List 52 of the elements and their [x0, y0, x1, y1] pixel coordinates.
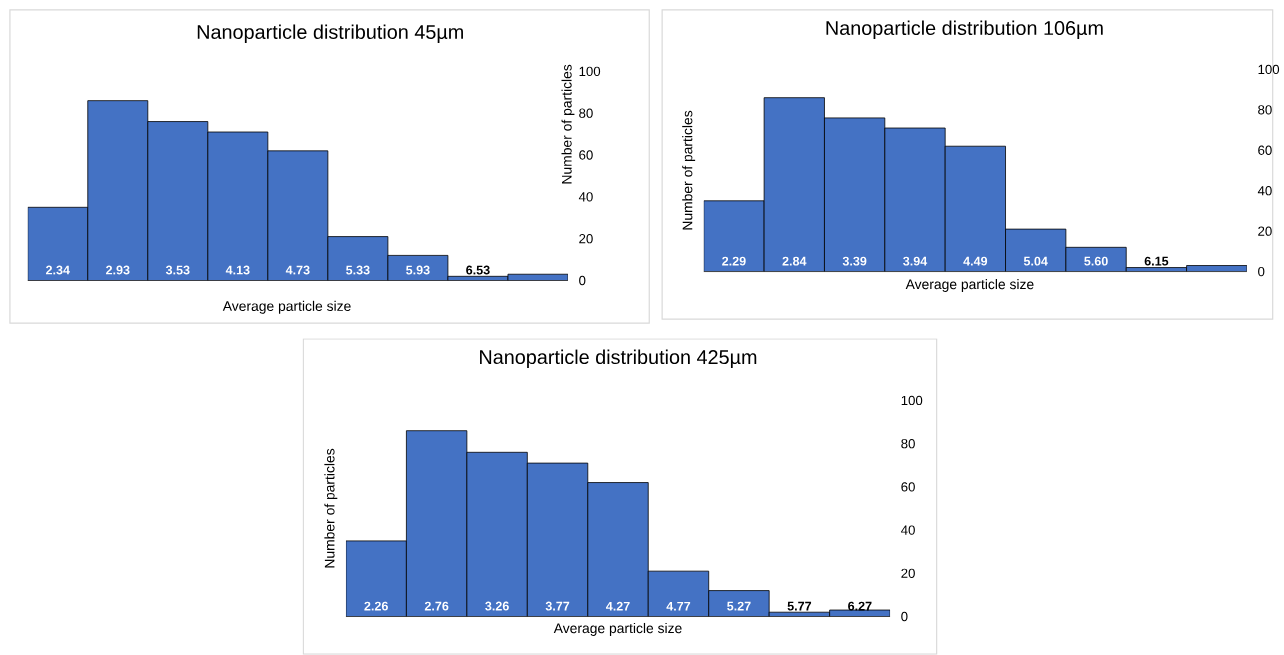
x-tick-label: 4.13: [225, 265, 250, 275]
x-tick-label: 2.26: [364, 601, 388, 611]
y-tick-label: 100: [579, 66, 601, 77]
y-tick-label: 20: [901, 568, 915, 579]
chart-title: Nanoparticle distribution 425µm: [480, 349, 757, 369]
y-tick-label: 100: [901, 395, 923, 406]
x-tick-label: 6.15: [1144, 256, 1169, 266]
x-tick-label: 4.77: [666, 602, 691, 611]
y-tick-label: 80: [579, 108, 593, 118]
x-tick-label: 2.29: [722, 256, 746, 266]
y-tick-label: 0: [1258, 267, 1265, 277]
y-tick-label: 20: [579, 234, 593, 244]
x-tick-label: 6.53: [466, 265, 490, 275]
x-tick-label: 4.73: [285, 265, 310, 275]
y-tick-label: 40: [578, 192, 593, 202]
x-axis-title: Average particle size: [905, 279, 1034, 293]
chart-title: Nanoparticle distribution 45µm: [197, 24, 463, 44]
y-axis-title: Number of particles: [561, 64, 575, 184]
y-axis-title: Number of particles: [682, 110, 696, 230]
y-tick-label: 40: [901, 525, 915, 535]
y-axis-title: Number of particles: [324, 448, 338, 568]
y-tick-label: 80: [1258, 105, 1272, 115]
x-tick-label: 4.49: [963, 256, 988, 266]
chart-title: Nanoparticle distribution 106µm: [826, 20, 1103, 40]
x-tick-label: 2.76: [424, 601, 449, 611]
x-tick-label: 5.04: [1023, 256, 1048, 266]
x-tick-label: 3.77: [545, 601, 570, 611]
y-tick-label: 0: [901, 611, 908, 622]
x-axis-title: Average particle size: [222, 300, 351, 314]
x-tick-label: 2.93: [106, 265, 130, 275]
x-tick-label: 5.33: [346, 265, 370, 275]
x-tick-label: 5.77: [787, 601, 812, 611]
x-tick-label: 3.53: [165, 265, 190, 275]
y-tick-label: 20: [1258, 226, 1272, 236]
y-tick-label: 40: [1257, 186, 1272, 196]
x-tick-label: 3.94: [903, 256, 928, 266]
x-tick-label: 4.27: [605, 601, 630, 611]
y-tick-label: 60: [901, 482, 915, 492]
x-tick-label: 2.34: [45, 265, 70, 275]
x-tick-label: 2.84: [782, 256, 807, 266]
x-axis-title: Average particle size: [553, 623, 682, 636]
y-tick-label: 0: [579, 275, 586, 286]
x-tick-label: 3.26: [485, 601, 509, 611]
x-tick-label: 6.27: [848, 601, 872, 611]
y-tick-label: 80: [901, 439, 915, 449]
y-tick-label: 100: [1258, 64, 1280, 75]
x-tick-label: 5.60: [1084, 256, 1108, 266]
x-tick-label: 3.39: [842, 256, 867, 266]
y-tick-label: 60: [1258, 145, 1272, 156]
y-tick-label: 60: [579, 150, 593, 160]
x-tick-label: 5.93: [406, 265, 430, 275]
x-tick-label: 5.27: [727, 601, 751, 611]
